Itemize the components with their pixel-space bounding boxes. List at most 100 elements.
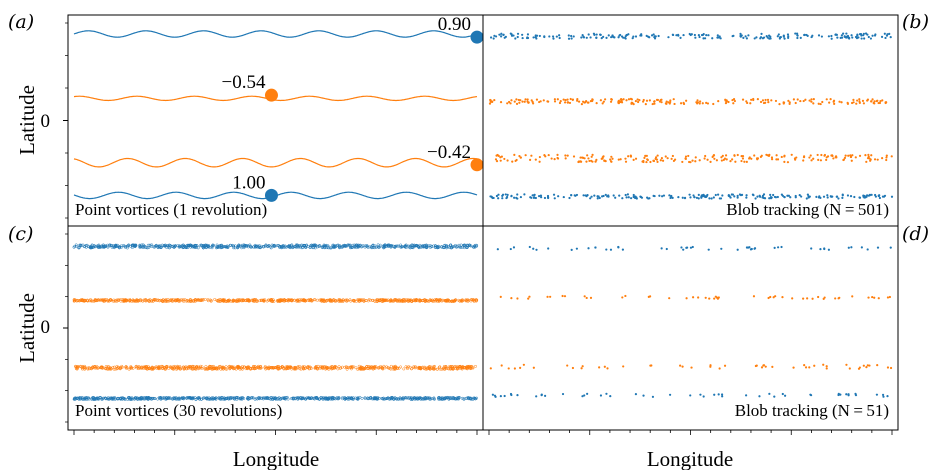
data-point — [575, 193, 579, 197]
data-point — [566, 98, 569, 101]
data-point — [141, 245, 144, 249]
data-point — [375, 397, 379, 401]
data-point — [627, 196, 630, 199]
data-point — [220, 395, 224, 399]
data-point — [236, 396, 240, 399]
data-point — [624, 193, 627, 197]
data-point — [881, 393, 885, 396]
data-point — [123, 298, 127, 302]
data-point — [810, 98, 813, 101]
data-point — [825, 367, 828, 370]
data-point — [152, 298, 156, 302]
data-point — [296, 365, 300, 369]
data-point — [178, 365, 182, 368]
data-point — [127, 396, 131, 400]
data-point — [259, 299, 263, 303]
caption-c: Point vortices (30 revolutions) — [75, 401, 282, 420]
data-point — [886, 296, 890, 299]
data-point — [862, 34, 865, 37]
data-point — [643, 156, 646, 159]
data-point — [165, 366, 169, 369]
data-point — [332, 396, 336, 400]
data-point — [799, 99, 802, 103]
data-point — [699, 393, 702, 396]
data-point — [202, 244, 206, 248]
data-point — [803, 155, 806, 158]
data-point — [92, 396, 95, 399]
panel-letter-c: (c) — [8, 223, 33, 245]
data-point — [360, 298, 364, 302]
data-point — [93, 366, 97, 370]
data-point — [465, 298, 469, 302]
data-point — [566, 101, 569, 104]
data-point — [295, 299, 299, 303]
data-point — [382, 364, 386, 368]
data-point — [679, 364, 682, 367]
data-point — [708, 297, 711, 300]
data-point — [736, 194, 739, 197]
data-point — [838, 296, 841, 299]
data-point — [825, 156, 828, 159]
data-point — [269, 299, 273, 303]
data-point — [818, 195, 821, 198]
data-point — [385, 397, 389, 401]
data-point — [839, 36, 842, 39]
data-point — [712, 196, 715, 199]
data-point — [376, 245, 380, 249]
data-point — [513, 153, 516, 156]
data-point — [531, 194, 534, 197]
data-point — [208, 397, 212, 401]
data-point — [572, 35, 575, 38]
data-point — [503, 394, 506, 398]
data-point — [404, 396, 407, 400]
data-point — [240, 298, 244, 301]
data-point — [93, 299, 97, 303]
data-point — [183, 365, 187, 369]
data-point — [759, 195, 762, 198]
data-point — [890, 195, 894, 198]
data-point — [253, 298, 257, 302]
data-point — [836, 195, 839, 198]
data-point — [288, 246, 292, 249]
data-point — [446, 395, 450, 399]
data-point — [128, 299, 132, 303]
data-point — [690, 33, 693, 36]
data-point — [522, 363, 525, 366]
data-point — [373, 366, 377, 370]
data-point — [382, 246, 386, 250]
data-point — [698, 102, 701, 105]
data-point — [823, 247, 826, 251]
data-point — [491, 100, 494, 103]
data-point — [99, 366, 103, 370]
data-point — [247, 395, 250, 399]
data-point — [164, 299, 168, 303]
data-point — [420, 397, 424, 401]
data-point — [753, 37, 756, 40]
data-point — [371, 244, 375, 248]
data-point — [242, 245, 246, 249]
data-point — [181, 244, 184, 248]
data-point — [151, 367, 155, 371]
data-point — [378, 298, 382, 302]
data-point — [576, 98, 579, 101]
data-point — [490, 195, 493, 198]
data-point — [109, 243, 113, 247]
data-point — [858, 33, 862, 36]
data-point — [198, 397, 201, 401]
data-point — [321, 397, 324, 401]
data-point — [775, 154, 778, 157]
data-point — [528, 295, 531, 298]
data-point — [289, 243, 293, 247]
ylabel-bottom: Latitude — [15, 293, 39, 363]
data-point — [221, 365, 225, 369]
data-point — [497, 197, 500, 200]
data-point — [840, 34, 843, 37]
data-point — [650, 34, 654, 37]
data-point — [210, 367, 214, 371]
data-point — [292, 298, 296, 302]
data-point — [161, 300, 165, 303]
data-point — [473, 397, 477, 401]
data-point — [758, 395, 761, 398]
data-point — [388, 366, 392, 370]
data-point — [828, 101, 831, 104]
